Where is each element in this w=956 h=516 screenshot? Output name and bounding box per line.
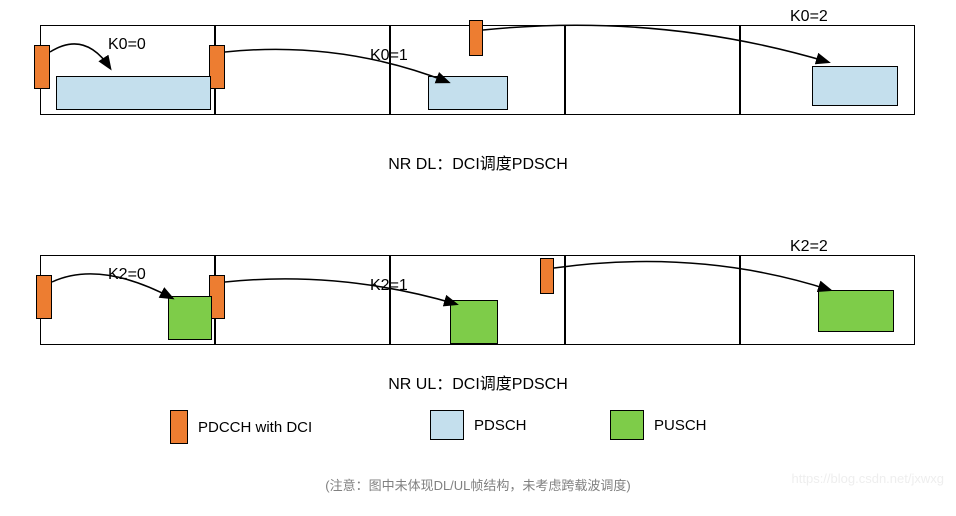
- legend-pdcch: PDCCH with DCI: [170, 410, 312, 444]
- ul-slot-1: [215, 255, 390, 345]
- label-k0-0: K0=0: [108, 36, 146, 54]
- legend-pusch-label: PUSCH: [654, 417, 707, 434]
- dl-slot-3: [565, 25, 740, 115]
- label-k2-2: K2=2: [790, 238, 828, 256]
- watermark: https://blog.csdn.net/jxwxg: [792, 471, 944, 486]
- diagram-canvas: K0=0 K0=1 K0=2 K2=0 K2=1 K2=2 NR DL：DCI调…: [0, 0, 956, 516]
- legend-pdsch-swatch: [430, 410, 464, 440]
- ul-pdcch-2: [540, 258, 554, 294]
- dl-pdsch-2: [812, 66, 898, 106]
- dl-slot-1: [215, 25, 390, 115]
- dl-pdcch-0: [34, 45, 50, 89]
- legend-pusch: PUSCH: [610, 410, 707, 440]
- dl-pdsch-0: [56, 76, 211, 110]
- label-k2-0: K2=0: [108, 266, 146, 284]
- legend-pusch-swatch: [610, 410, 644, 440]
- ul-slot-3: [565, 255, 740, 345]
- caption-dl: NR DL：DCI调度PDSCH: [0, 150, 956, 174]
- dl-pdcch-2: [469, 20, 483, 56]
- ul-pusch-1: [450, 300, 498, 344]
- caption-ul: NR UL：DCI调度PDSCH: [0, 370, 956, 394]
- legend-pdcch-swatch: [170, 410, 188, 444]
- ul-pdcch-0: [36, 275, 52, 319]
- label-k2-1: K2=1: [370, 277, 408, 295]
- ul-pusch-2: [818, 290, 894, 332]
- label-k0-2: K0=2: [790, 8, 828, 26]
- legend-pdsch: PDSCH: [430, 410, 527, 440]
- dl-pdsch-1: [428, 76, 508, 110]
- legend-pdsch-label: PDSCH: [474, 417, 527, 434]
- ul-pusch-0: [168, 296, 212, 340]
- legend-pdcch-label: PDCCH with DCI: [198, 419, 312, 436]
- dl-pdcch-1: [209, 45, 225, 89]
- label-k0-1: K0=1: [370, 47, 408, 65]
